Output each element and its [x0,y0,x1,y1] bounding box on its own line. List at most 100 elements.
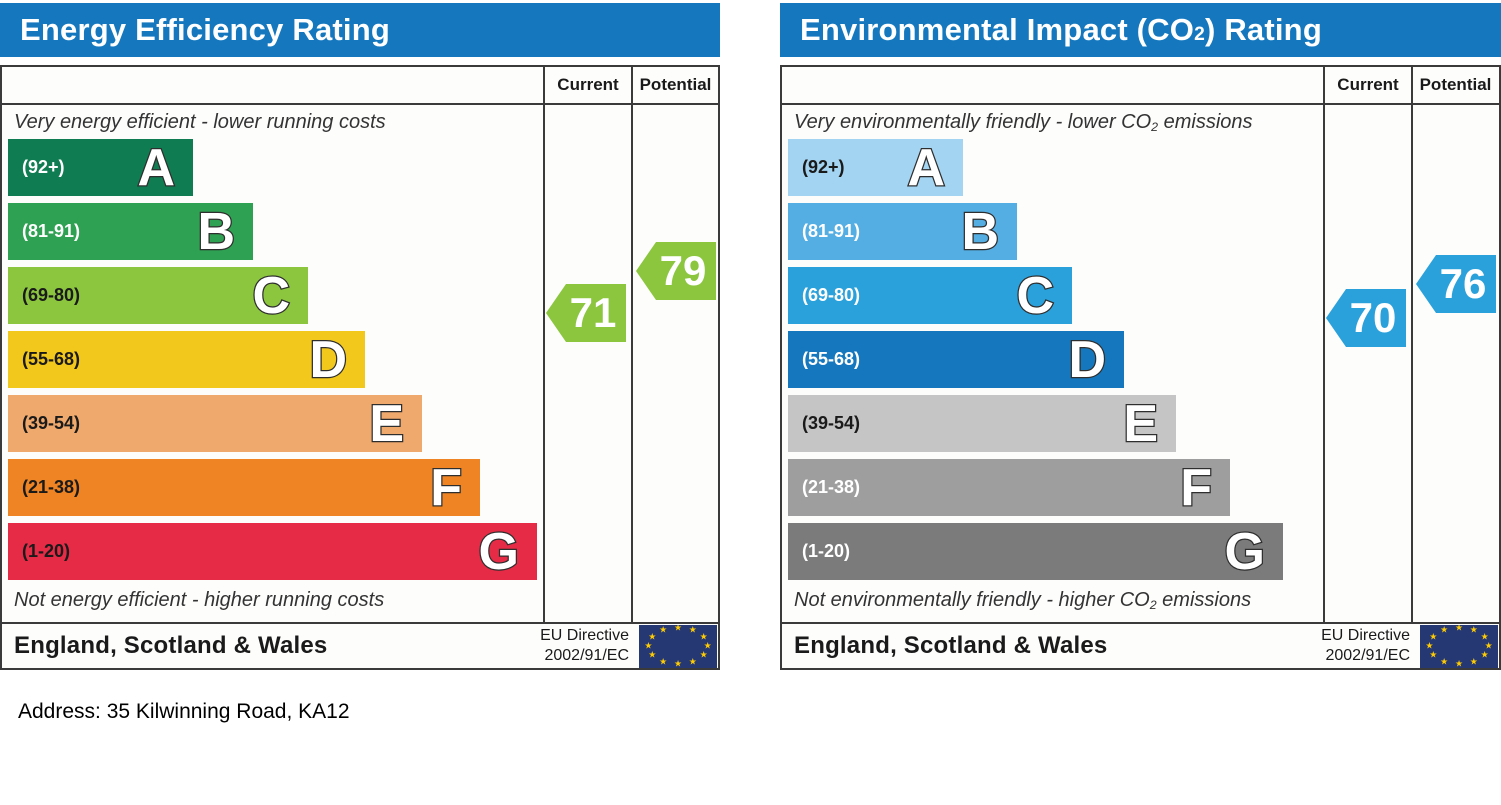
column-divider [631,67,633,622]
column-divider [543,67,545,622]
eu-star-icon: ★ [659,624,668,635]
band-a-range: (92+) [22,157,65,177]
eu-directive-label: EU Directive 2002/91/EC [1321,627,1410,664]
rating-bands: (92+) A (81-91) B (69-80) C (55-68) D (39-54… [788,139,1283,587]
band-b-letter: B [196,202,236,261]
band-d-range: (55-68) [22,349,81,369]
current-column-header: Current [1337,75,1399,94]
footer-divider [782,622,1499,624]
band-f-letter: F [429,458,463,517]
band-f-letter: F [1179,458,1213,517]
energy-efficiency-title: Energy Efficiency Rating [0,3,720,57]
region-label: England, Scotland & Wales [14,632,328,659]
current-rating-arrow: 71 [546,284,626,342]
footer-divider [2,622,718,624]
eu-star-icon: ★ [1429,631,1438,642]
band-a-letter: A [136,138,176,197]
eu-star-icon: ★ [703,640,712,651]
address-line: Address: 35 Kilwinning Road, KA12 [18,700,350,723]
band-g: (1-20) G [8,523,537,580]
environmental-impact-chart: Environmental Impact (CO 2) Rating Curren… [780,3,1501,670]
eu-star-icon: ★ [1484,640,1493,651]
band-e: (39-54) E [788,395,1176,452]
band-e-letter: E [1122,394,1159,453]
eu-star-icon: ★ [659,656,668,667]
band-d: (55-68) D [788,331,1124,388]
eu-star-icon: ★ [648,649,657,660]
band-g-range: (1-20) [802,541,851,561]
eu-flag: ★ ★ ★ ★ ★ ★ ★ ★ ★ ★ ★ ★ [1420,624,1498,668]
band-a: (92+) A [8,139,193,196]
eu-star-icon: ★ [699,631,708,642]
energy-efficiency-chart: Energy Efficiency Rating Current Potenti… [0,3,720,670]
potential-column-header: Potential [639,75,712,94]
band-g: (1-20) G [788,523,1283,580]
environmental-rating-table: Current Potential Very environmentally f… [780,65,1501,670]
eu-star-icon: ★ [688,656,697,667]
band-e-range: (39-54) [802,413,861,433]
eu-star-icon: ★ [673,624,683,633]
eu-star-icon: ★ [1440,624,1449,635]
bottom-caption: Not energy efficient - higher running co… [14,589,385,611]
eu-star-icon: ★ [1454,658,1464,668]
top-caption: Very energy efficient - lower running co… [14,111,386,133]
eu-star-icon: ★ [1440,656,1449,667]
band-e-letter: E [368,394,405,453]
band-c-letter: C [251,266,291,325]
potential-rating-value: 76 [1439,260,1487,307]
band-f-range: (21-38) [22,477,81,497]
title-text: Energy Efficiency Rating [20,12,391,47]
band-d: (55-68) D [8,331,365,388]
eu-flag: ★ ★ ★ ★ ★ ★ ★ ★ ★ ★ ★ ★ [639,624,717,668]
current-rating-value: 70 [1349,294,1397,341]
band-f: (21-38) F [788,459,1230,516]
eu-star-icon: ★ [1454,624,1464,633]
band-c-range: (69-80) [802,285,861,305]
title-subscript: 2 [1194,24,1205,46]
potential-column-header: Potential [1419,75,1492,94]
energy-rating-table: Current Potential Very energy efficient … [0,65,720,670]
band-b: (81-91) B [8,203,253,260]
potential-rating-value: 79 [659,247,707,294]
band-b-letter: B [960,202,1000,261]
current-rating-value: 71 [569,289,617,336]
band-g-range: (1-20) [22,541,71,561]
header-divider [2,103,718,105]
column-divider [1411,67,1413,622]
band-a: (92+) A [788,139,963,196]
eu-star-icon: ★ [673,658,683,668]
eu-star-icon: ★ [688,624,697,635]
eu-star-icon: ★ [1469,624,1478,635]
eu-star-icon: ★ [1469,656,1478,667]
rating-bands: (92+) A (81-91) B (69-80) C (55-68) D (39-54… [8,139,537,587]
eu-star-icon: ★ [648,631,657,642]
band-f-range: (21-38) [802,477,861,497]
eu-star-icon: ★ [1480,631,1489,642]
potential-rating-arrow: 79 [636,242,716,300]
band-d-range: (55-68) [802,349,861,369]
eu-directive-label: EU Directive 2002/91/EC [540,627,629,664]
eu-star-icon: ★ [699,649,708,660]
band-c: (69-80) C [8,267,308,324]
bottom-caption: Not environmentally friendly - higher CO… [794,589,1252,613]
band-g-letter: G [1223,522,1266,581]
band-a-letter: A [906,138,946,197]
current-column-header: Current [557,75,619,94]
region-label: England, Scotland & Wales [794,632,1108,659]
eu-star-icon: ★ [1425,640,1434,651]
band-b: (81-91) B [788,203,1017,260]
band-g-letter: G [477,522,520,581]
eu-star-icon: ★ [1429,649,1438,660]
column-divider [1323,67,1325,622]
band-b-range: (81-91) [22,221,81,241]
top-caption: Very environmentally friendly - lower CO… [794,111,1253,135]
eu-star-icon: ★ [644,640,653,651]
band-b-range: (81-91) [802,221,861,241]
table-footer: England, Scotland & Wales EU Directive 2… [2,624,718,668]
eu-star-icon: ★ [1480,649,1489,660]
band-c-range: (69-80) [22,285,81,305]
band-d-letter: D [308,330,348,389]
environmental-impact-title: Environmental Impact (CO 2) Rating [780,3,1501,57]
band-d-letter: D [1067,330,1107,389]
title-text-post: ) Rating [1204,12,1322,47]
